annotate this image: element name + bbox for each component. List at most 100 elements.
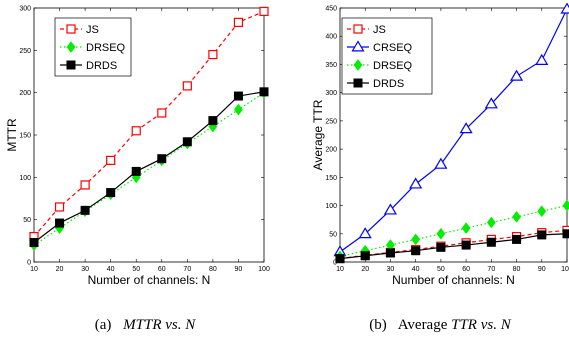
x-tick-label: 90 [538, 266, 546, 273]
legend: JS CRSEQ DRSEQ DRDS [341, 17, 433, 95]
data-point-drds [233, 91, 243, 101]
series-js [29, 6, 269, 242]
data-point-drseq [537, 205, 547, 218]
series-js [335, 225, 569, 264]
data-point-drseq [562, 199, 569, 212]
data-point-drds [259, 87, 269, 97]
x-tick-label: 30 [81, 266, 89, 273]
series-line-js [33, 10, 265, 237]
x-tick-label: 90 [235, 266, 243, 273]
caption-a-expression: MTTR vs. N [122, 317, 196, 333]
data-point-drseq [512, 210, 521, 223]
data-point-drds [461, 240, 471, 250]
data-point-js [259, 6, 269, 16]
plot-frame [339, 7, 568, 263]
data-point-crseq [535, 53, 549, 65]
data-point-crseq [383, 203, 397, 215]
caption-b-expression: TTR vs. N [451, 317, 512, 333]
y-tick-label: 150 [325, 175, 337, 182]
legend-label-js: JS [373, 24, 386, 36]
data-point-crseq [560, 2, 569, 14]
data-point-drds [436, 242, 446, 252]
y-tick-label: 150 [19, 133, 31, 140]
legend-label-drseq: DRSEQ [373, 60, 413, 72]
data-point-js [131, 126, 141, 136]
y-tick-label: 0 [27, 260, 31, 267]
y-tick-label: 50 [23, 217, 31, 224]
caption-b-prefix: (b) [369, 317, 387, 333]
y-tick-label: 200 [19, 90, 31, 97]
legend-label-crseq: CRSEQ [373, 42, 413, 54]
x-tick-label: 70 [183, 266, 191, 273]
data-point-js [182, 81, 192, 91]
series-line-drseq [339, 204, 568, 257]
series-drseq [29, 86, 269, 251]
data-point-drds [537, 230, 547, 240]
legend-marker-js [66, 24, 76, 34]
series-drseq [335, 199, 569, 263]
y-tick-label: 400 [325, 34, 337, 41]
legend-label-drseq: DRSEQ [86, 42, 126, 54]
y-axis-label: MTTR [5, 118, 19, 152]
x-tick-label: 20 [361, 266, 369, 273]
data-point-js [208, 49, 218, 60]
data-point-crseq [459, 122, 473, 134]
x-tick-label: 80 [209, 266, 217, 273]
legend-marker-drds [66, 60, 76, 70]
data-point-drds [157, 154, 167, 164]
data-point-drseq [461, 222, 471, 235]
y-tick-label: 100 [19, 175, 31, 182]
legend-marker-js [353, 24, 363, 34]
x-tick-label: 10 [30, 266, 38, 273]
y-tick-label: 50 [329, 231, 337, 238]
x-tick-label: 70 [487, 266, 495, 273]
data-point-drds [29, 238, 39, 248]
caption-a-prefix: (a) [95, 317, 112, 333]
series-line-drds [339, 233, 568, 260]
caption-a: (a) MTTR vs. N [95, 317, 196, 333]
y-tick-label: 300 [325, 90, 337, 97]
data-point-drds [360, 251, 370, 261]
data-point-crseq [434, 157, 448, 169]
y-tick-label: 300 [19, 6, 31, 13]
data-point-drds [182, 137, 192, 147]
data-point-drds [385, 248, 395, 258]
x-tick-label: 20 [56, 266, 64, 273]
series-crseq [333, 2, 569, 257]
series-line-crseq [339, 8, 568, 253]
legend: JS DRSEQ DRDS [54, 17, 132, 77]
x-tick-label: 60 [462, 266, 470, 273]
data-point-drds [55, 218, 65, 228]
legend-marker-crseq [351, 40, 365, 52]
legend-marker-drds [353, 78, 363, 88]
legend-label-js: JS [86, 24, 99, 36]
x-tick-label: 60 [158, 266, 166, 273]
data-point-drseq [411, 233, 421, 246]
caption-b: (b) Average TTR vs. N [369, 317, 511, 333]
data-point-drds [411, 246, 421, 256]
data-point-crseq [358, 227, 372, 239]
x-tick-label: 100 [561, 266, 569, 273]
x-tick-label: 100 [258, 266, 270, 273]
data-point-drds [208, 116, 218, 126]
data-point-js [233, 17, 244, 27]
data-point-drds [486, 237, 496, 247]
y-tick-label: 250 [325, 118, 337, 125]
chart-average-ttr: 10 20 30 40 50 60 70 80 90 100 0 50 100 150 200 250 300 3… [311, 2, 569, 287]
data-point-js [157, 108, 167, 118]
series-line-drseq [33, 92, 265, 246]
data-point-drds [131, 166, 141, 176]
legend-marker-drseq [66, 41, 76, 53]
data-point-drds [512, 234, 522, 244]
y-tick-label: 450 [325, 6, 337, 13]
x-tick-label: 40 [412, 266, 420, 273]
data-point-drds [335, 254, 345, 264]
series-drds [29, 87, 269, 248]
series-drds [335, 229, 569, 264]
legend-label-drds: DRDS [373, 78, 404, 90]
y-tick-label: 0 [333, 260, 337, 267]
data-point-drds [80, 205, 90, 215]
y-tick-label: 250 [19, 48, 31, 55]
data-point-js [54, 202, 65, 212]
